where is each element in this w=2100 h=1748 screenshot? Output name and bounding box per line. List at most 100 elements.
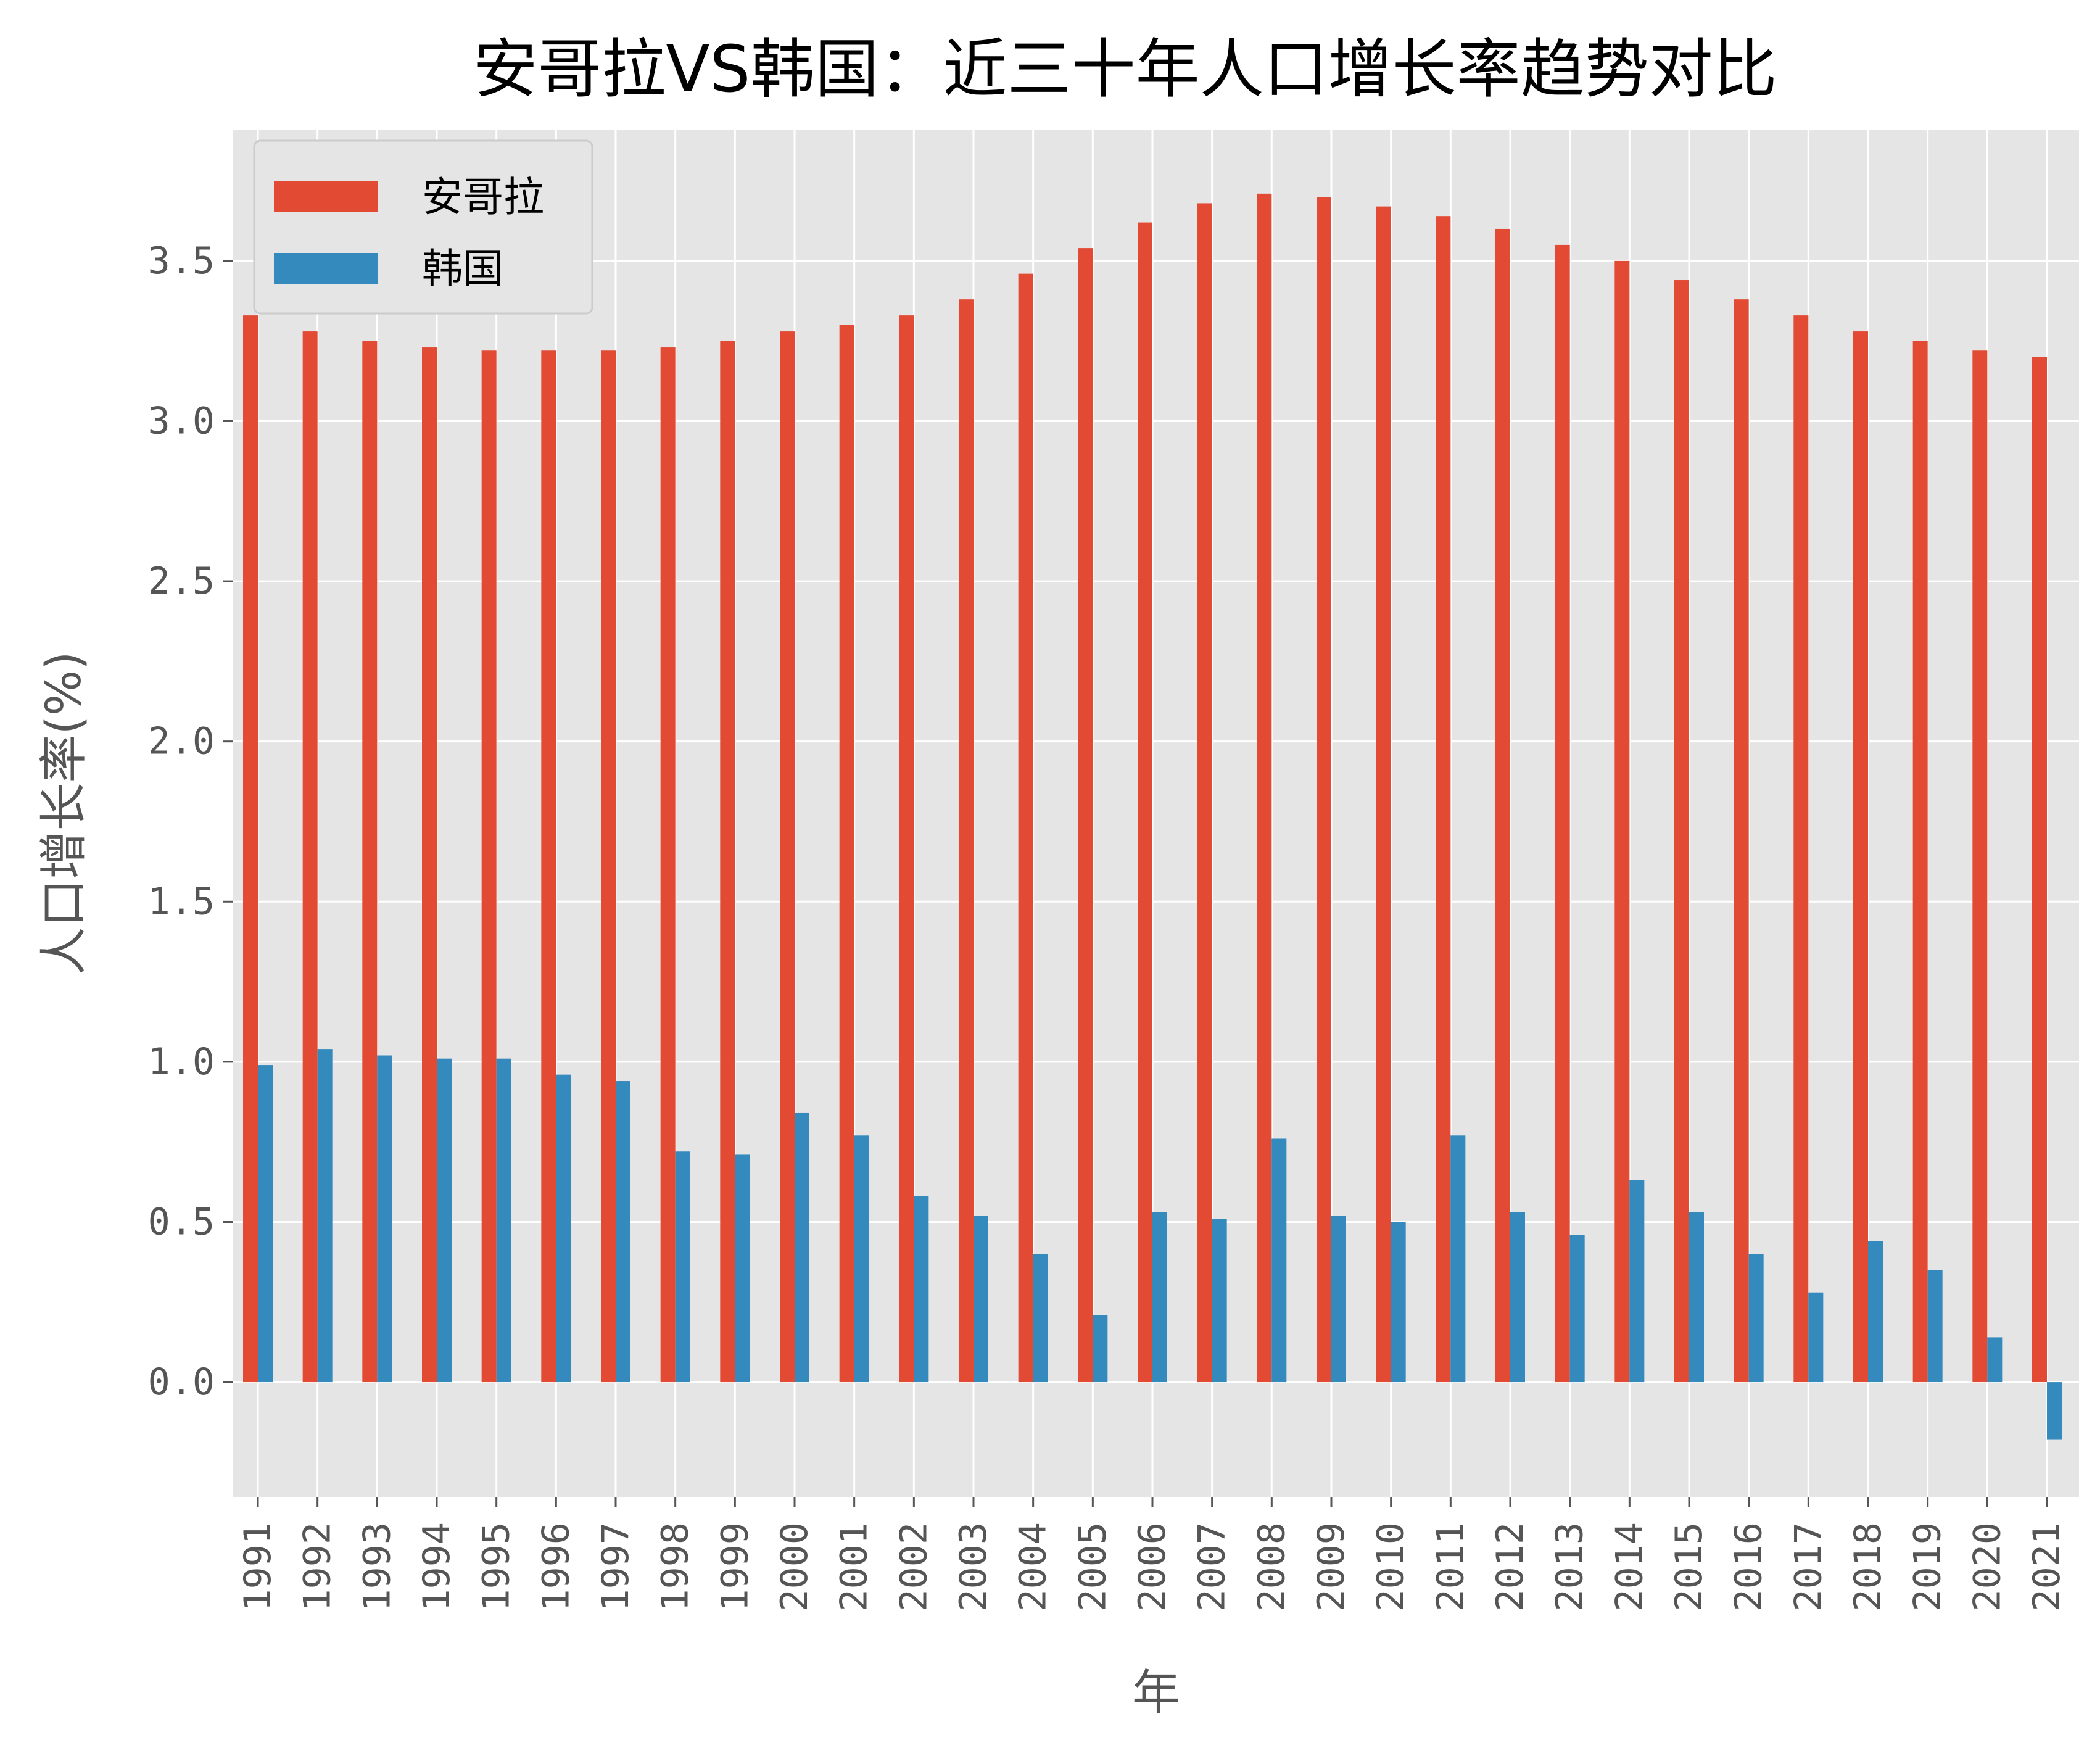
x-tick-label: 2012 (1489, 1522, 1532, 1612)
x-tick-label: 2019 (1906, 1522, 1949, 1612)
bar-angola-2008 (1257, 193, 1272, 1383)
bar-angola-2016 (1734, 299, 1749, 1383)
bar-korea-1995 (496, 1058, 511, 1383)
bar-angola-2010 (1376, 206, 1391, 1383)
bar-angola-2017 (1793, 315, 1809, 1383)
x-tick-label: 2013 (1548, 1522, 1592, 1612)
x-tick-label: 2006 (1131, 1522, 1174, 1612)
y-tick-label: 2.0 (148, 720, 215, 763)
bar-korea-2000 (795, 1112, 809, 1383)
y-tick-label: 1.5 (148, 880, 215, 923)
y-axis-label: 人口增长率(%) (36, 652, 92, 975)
x-tick-label: 2003 (952, 1522, 995, 1612)
x-tick-label: 2016 (1727, 1522, 1771, 1612)
bar-korea-2002 (914, 1196, 929, 1383)
bar-angola-2000 (780, 331, 795, 1383)
bar-korea-1991 (258, 1065, 273, 1383)
bars (243, 193, 2062, 1440)
x-tick-label: 2020 (1966, 1522, 2009, 1612)
x-tick-label: 2017 (1787, 1522, 1830, 1612)
x-tick-label: 2010 (1370, 1522, 1413, 1612)
legend-swatch-korea (274, 253, 378, 284)
bar-korea-2005 (1093, 1315, 1108, 1383)
y-tick-label: 3.0 (148, 399, 215, 442)
legend: 安哥拉 韩国 (253, 139, 593, 315)
legend-label-korea: 韩国 (422, 245, 503, 292)
bar-angola-2019 (1912, 341, 1928, 1383)
bar-korea-1997 (616, 1081, 630, 1383)
bar-korea-2015 (1689, 1212, 1704, 1383)
bar-korea-1993 (377, 1055, 392, 1383)
bar-korea-2018 (1868, 1241, 1883, 1383)
bar-korea-1994 (437, 1058, 452, 1383)
bar-korea-2006 (1152, 1212, 1167, 1383)
bar-angola-2011 (1436, 216, 1451, 1383)
legend-label-angola: 安哥拉 (422, 173, 544, 221)
x-tick-label: 1991 (236, 1522, 279, 1612)
x-tick-label: 1996 (534, 1522, 577, 1612)
bar-angola-2018 (1853, 331, 1868, 1383)
bar-angola-2001 (839, 325, 854, 1383)
y-axis-ticks: 0.0 0.5 1.0 1.5 2.0 2.5 3.0 3.5 (148, 239, 233, 1404)
x-tick-label: 2004 (1012, 1522, 1055, 1612)
x-tick-label: 2001 (833, 1522, 876, 1612)
bar-angola-1997 (601, 350, 616, 1383)
bar-angola-2014 (1614, 260, 1630, 1383)
bar-korea-1996 (556, 1074, 571, 1383)
x-tick-label: 1994 (415, 1522, 458, 1612)
bar-korea-2008 (1271, 1138, 1287, 1383)
x-tick-label: 2007 (1191, 1522, 1234, 1612)
bar-angola-1994 (422, 347, 437, 1383)
bar-korea-2021 (2047, 1382, 2062, 1440)
bar-angola-2004 (1018, 273, 1033, 1383)
x-tick-label: 2009 (1310, 1522, 1353, 1612)
bar-korea-2019 (1927, 1270, 1943, 1383)
x-axis-label: 年 (1132, 1665, 1180, 1721)
bar-angola-1992 (302, 331, 318, 1383)
x-tick-label: 1999 (713, 1522, 756, 1612)
x-tick-label: 1997 (594, 1522, 637, 1612)
bar-korea-2016 (1748, 1254, 1764, 1383)
x-tick-label: 1995 (475, 1522, 518, 1612)
x-axis-ticks: 1991 1992 1993 1994 1995 1996 1997 1998 1999 2000… (236, 1497, 2069, 1612)
bar-korea-2003 (974, 1216, 988, 1383)
x-tick-label: 2018 (1846, 1522, 1890, 1612)
bar-angola-1999 (720, 341, 735, 1383)
bar-angola-2013 (1555, 244, 1570, 1383)
bar-korea-2020 (1987, 1337, 2003, 1383)
bar-angola-2021 (2032, 357, 2047, 1383)
bar-angola-1996 (541, 350, 556, 1383)
bar-korea-1998 (675, 1151, 690, 1383)
bar-angola-1998 (660, 347, 676, 1383)
x-tick-label: 2021 (2025, 1522, 2069, 1612)
bar-angola-2006 (1138, 222, 1152, 1383)
bar-angola-2002 (899, 315, 914, 1383)
bar-korea-2017 (1808, 1292, 1824, 1383)
bar-angola-2005 (1078, 248, 1093, 1383)
bar-korea-1992 (317, 1049, 333, 1383)
y-tick-label: 0.0 (148, 1361, 215, 1404)
bar-angola-2012 (1495, 228, 1510, 1383)
y-tick-label: 1.0 (148, 1040, 215, 1083)
bar-angola-2007 (1197, 203, 1212, 1383)
x-tick-label: 2015 (1668, 1522, 1711, 1612)
y-tick-label: 3.5 (148, 239, 215, 283)
bar-angola-2003 (959, 299, 974, 1383)
bar-korea-2011 (1450, 1135, 1466, 1383)
bar-korea-2004 (1033, 1254, 1048, 1383)
x-tick-label: 2014 (1608, 1522, 1651, 1612)
x-tick-label: 1993 (355, 1522, 399, 1612)
bar-angola-1993 (362, 341, 378, 1383)
bar-angola-1995 (481, 350, 497, 1383)
x-tick-label: 2002 (892, 1522, 935, 1612)
bar-angola-1991 (243, 315, 258, 1383)
bar-korea-2009 (1331, 1216, 1346, 1383)
chart-title: 安哥拉VS韩国：近三十年人口增长率趋势对比 (473, 31, 1777, 107)
bar-korea-2013 (1569, 1235, 1585, 1383)
bar-korea-2012 (1510, 1212, 1525, 1383)
x-tick-label: 2005 (1071, 1522, 1114, 1612)
y-tick-label: 0.5 (148, 1200, 215, 1243)
bar-korea-2007 (1212, 1219, 1227, 1383)
legend-swatch-angola (274, 181, 378, 212)
bar-angola-2020 (1972, 350, 1988, 1383)
